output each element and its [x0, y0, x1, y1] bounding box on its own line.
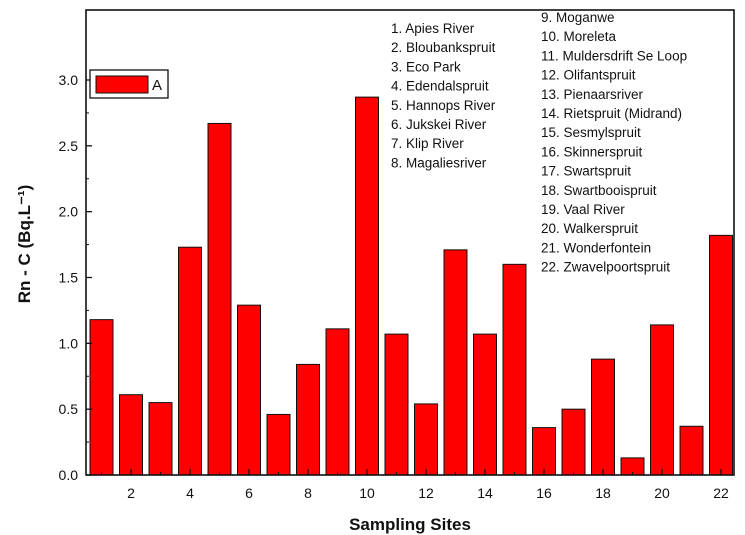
- legend-label: A: [152, 77, 162, 94]
- legend-swatch: [95, 75, 149, 94]
- bar-site-2: [119, 394, 143, 476]
- site-list-item: 12. Olifantspruit: [541, 68, 636, 83]
- site-list-item: 1. Apies River: [391, 21, 475, 36]
- bar-site-11: [384, 333, 409, 476]
- y-tick-label: 2.5: [59, 138, 79, 154]
- y-tick-label: 2.0: [59, 204, 79, 220]
- plot-frame: [85, 9, 735, 476]
- site-list-item: 10. Moreleta: [541, 29, 617, 44]
- y-tick-label: 0.0: [59, 467, 79, 483]
- y-axis-title: Rn - C (Bq.L⁻¹): [15, 185, 34, 304]
- site-list-item: 6. Jukskei River: [391, 117, 487, 132]
- bar-site-12: [414, 403, 438, 476]
- site-list-item: 19. Vaal River: [541, 202, 625, 217]
- y-tick-label: 1.5: [59, 270, 79, 286]
- site-list-item: 17. Swartspruit: [541, 164, 631, 179]
- x-tick-label: 22: [713, 485, 729, 501]
- bar-site-1: [89, 319, 114, 476]
- bar-site-14: [473, 333, 497, 476]
- site-list: 1. Apies River 2. Bloubankspruit 3. Eco Pa…: [391, 10, 687, 275]
- y-tick-label: 1.0: [59, 335, 79, 351]
- bar-site-4: [178, 246, 202, 476]
- x-tick-label: 12: [418, 485, 434, 501]
- site-list-item: 20. Walkerspruit: [541, 221, 638, 236]
- legend: A: [89, 69, 169, 99]
- x-tick-label: 4: [186, 485, 194, 501]
- bar-site-22: [709, 234, 733, 476]
- x-tick-label: 20: [654, 485, 670, 501]
- bar-site-13: [443, 249, 468, 476]
- x-tick-label: 8: [304, 485, 312, 501]
- bar-site-7: [266, 413, 291, 476]
- site-list-item: 5. Hannops River: [391, 98, 496, 113]
- x-tick-label: 16: [536, 485, 552, 501]
- y-tick-label: 0.5: [59, 401, 79, 417]
- site-list-item: 4. Edendalspruit: [391, 79, 489, 94]
- site-list-item: 7. Klip River: [391, 136, 464, 151]
- bar-site-20: [650, 324, 674, 476]
- y-axis: 0.0 0.5 1.0 1.5 2.0 2.5 3.0: [59, 72, 92, 483]
- x-tick-label: 6: [245, 485, 253, 501]
- site-list-item: 16. Skinnerspruit: [541, 144, 643, 159]
- y-tick-label: 3.0: [59, 72, 79, 88]
- bar-site-10: [355, 96, 379, 476]
- bar-site-6: [237, 304, 261, 476]
- x-axis-title: Sampling Sites: [349, 515, 471, 534]
- site-list-item: 14. Rietspruit (Midrand): [541, 106, 682, 121]
- x-tick-label: 10: [359, 485, 375, 501]
- bar-site-3: [148, 402, 173, 476]
- bar-site-18: [591, 358, 615, 476]
- site-list-item: 15. Sesmylspruit: [541, 125, 641, 140]
- site-list-item: 18. Swartbooispruit: [541, 183, 657, 198]
- bar-site-5: [207, 122, 232, 476]
- bar-site-21: [679, 425, 704, 476]
- bars-group: [89, 96, 733, 476]
- x-axis: 2 4 6 8 10 12 14 16 18 20 22: [100, 469, 729, 501]
- bar-site-9: [325, 328, 350, 476]
- site-list-item: 22. Zwavelpoortspruit: [541, 260, 670, 275]
- bar-site-15: [502, 263, 527, 476]
- site-list-item: 11. Muldersdrift Se Loop: [541, 48, 687, 63]
- bar-site-8: [296, 363, 320, 476]
- x-tick-label: 2: [127, 485, 135, 501]
- site-list-item: 13. Pienaarsriver: [541, 87, 644, 102]
- bar-site-16: [532, 427, 556, 476]
- site-list-item: 9. Moganwe: [541, 10, 615, 25]
- site-list-item: 8. Magaliesriver: [391, 155, 487, 170]
- site-list-item: 2. Bloubankspruit: [391, 40, 496, 55]
- site-list-item: 21. Wonderfontein: [541, 240, 651, 255]
- bar-site-17: [561, 408, 586, 476]
- x-tick-label: 18: [595, 485, 611, 501]
- x-tick-label: 14: [477, 485, 493, 501]
- site-list-item: 3. Eco Park: [391, 59, 461, 74]
